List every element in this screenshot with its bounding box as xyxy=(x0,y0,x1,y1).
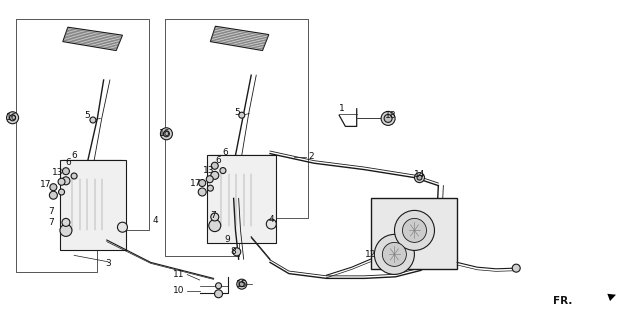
Text: 16: 16 xyxy=(6,113,17,122)
Circle shape xyxy=(211,162,219,169)
Text: 17: 17 xyxy=(40,180,51,189)
Circle shape xyxy=(381,111,395,125)
FancyArrowPatch shape xyxy=(587,294,616,306)
Circle shape xyxy=(239,282,244,287)
Text: 17: 17 xyxy=(190,179,202,188)
Text: 6: 6 xyxy=(65,158,71,167)
Circle shape xyxy=(512,264,520,272)
Circle shape xyxy=(62,177,70,185)
Circle shape xyxy=(384,115,392,123)
Circle shape xyxy=(62,168,70,175)
Circle shape xyxy=(198,188,206,196)
Circle shape xyxy=(414,172,425,183)
Text: 5: 5 xyxy=(84,111,90,120)
Circle shape xyxy=(6,112,19,124)
Text: 3: 3 xyxy=(105,260,111,268)
Text: 6: 6 xyxy=(222,148,228,157)
Text: 9: 9 xyxy=(224,235,230,244)
Text: 13: 13 xyxy=(52,168,63,177)
Text: 18: 18 xyxy=(385,111,396,120)
Text: 7: 7 xyxy=(48,218,55,227)
Bar xyxy=(371,198,457,269)
Text: 13: 13 xyxy=(203,166,214,175)
Text: 4: 4 xyxy=(269,215,274,224)
Bar xyxy=(207,155,276,243)
Circle shape xyxy=(160,128,173,140)
Circle shape xyxy=(417,175,422,180)
Circle shape xyxy=(198,180,206,187)
Circle shape xyxy=(117,222,127,232)
Text: 11: 11 xyxy=(173,270,185,279)
Circle shape xyxy=(374,234,414,275)
Circle shape xyxy=(403,218,426,243)
Circle shape xyxy=(50,191,57,199)
Text: 15: 15 xyxy=(236,280,247,289)
Text: 7: 7 xyxy=(210,211,217,220)
Text: 6: 6 xyxy=(71,151,77,160)
Circle shape xyxy=(60,224,72,236)
Circle shape xyxy=(215,283,222,289)
Circle shape xyxy=(62,218,70,227)
Circle shape xyxy=(394,211,435,250)
Bar xyxy=(60,160,126,250)
Circle shape xyxy=(382,243,406,266)
Circle shape xyxy=(163,131,170,137)
Text: 14: 14 xyxy=(414,170,425,179)
Circle shape xyxy=(233,248,241,256)
Text: 7: 7 xyxy=(48,207,55,216)
Circle shape xyxy=(239,112,245,118)
Circle shape xyxy=(207,185,214,191)
Circle shape xyxy=(71,173,77,179)
Circle shape xyxy=(215,290,222,298)
Circle shape xyxy=(211,172,219,180)
Circle shape xyxy=(9,115,16,121)
Text: 16: 16 xyxy=(159,129,170,138)
Circle shape xyxy=(211,213,219,221)
Text: 12: 12 xyxy=(365,250,376,259)
Text: 2: 2 xyxy=(308,152,313,161)
Text: 6: 6 xyxy=(215,156,222,164)
Text: 8: 8 xyxy=(230,247,237,256)
Text: 1: 1 xyxy=(339,104,345,113)
Circle shape xyxy=(208,220,221,232)
Text: FR.: FR. xyxy=(553,296,573,307)
Text: 5: 5 xyxy=(234,108,241,117)
Polygon shape xyxy=(210,26,269,51)
Polygon shape xyxy=(63,27,122,51)
Text: 10: 10 xyxy=(173,286,185,295)
Circle shape xyxy=(266,219,276,229)
Circle shape xyxy=(58,178,65,185)
Circle shape xyxy=(220,168,226,173)
Circle shape xyxy=(237,279,247,289)
Circle shape xyxy=(58,189,65,195)
Text: 4: 4 xyxy=(153,216,158,225)
Circle shape xyxy=(90,117,96,123)
Circle shape xyxy=(206,176,214,183)
Circle shape xyxy=(50,184,57,191)
